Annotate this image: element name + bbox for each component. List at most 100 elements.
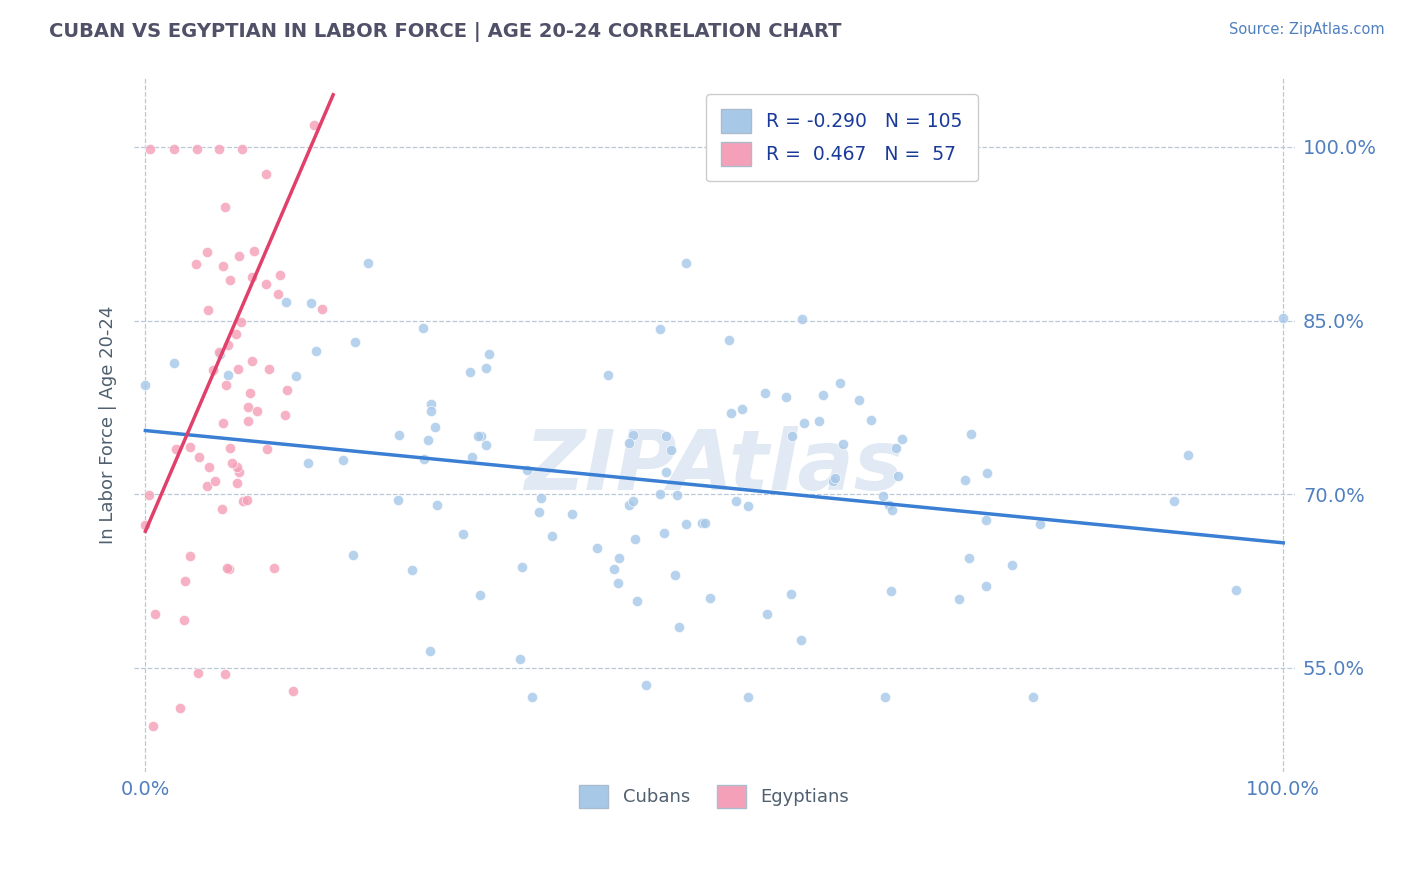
Point — [650, 487, 672, 501]
Point — [451, 526, 474, 541]
Point — [561, 507, 583, 521]
Point — [214, 666, 236, 681]
Point — [872, 489, 894, 503]
Point — [423, 420, 446, 434]
Point — [474, 360, 496, 375]
Point — [311, 302, 333, 317]
Point — [197, 303, 219, 318]
Point — [418, 433, 440, 447]
Point — [232, 494, 254, 508]
Point — [1163, 493, 1185, 508]
Point — [225, 327, 247, 342]
Point — [419, 643, 441, 657]
Point — [254, 168, 277, 182]
Point — [887, 469, 910, 483]
Point — [619, 498, 641, 512]
Point — [877, 499, 900, 513]
Point — [957, 551, 980, 566]
Point — [208, 347, 231, 361]
Point — [195, 245, 218, 260]
Point — [343, 334, 366, 349]
Point — [461, 450, 484, 464]
Point — [134, 378, 156, 392]
Point — [824, 471, 846, 485]
Point — [212, 260, 235, 274]
Point — [267, 287, 290, 301]
Point — [634, 678, 657, 692]
Point — [880, 583, 903, 598]
Point — [607, 550, 630, 565]
Text: ZIPAtlas: ZIPAtlas — [524, 426, 904, 507]
Point — [204, 474, 226, 488]
Point — [218, 562, 240, 576]
Point — [848, 392, 870, 407]
Point — [226, 362, 249, 376]
Point — [516, 463, 538, 477]
Point — [655, 428, 678, 442]
Point — [226, 475, 249, 490]
Point — [624, 533, 647, 547]
Point — [285, 368, 308, 383]
Point — [884, 442, 907, 456]
Point — [668, 620, 690, 634]
Point — [675, 517, 697, 532]
Point — [830, 376, 852, 390]
Point — [269, 268, 291, 282]
Point — [974, 579, 997, 593]
Point — [215, 378, 238, 392]
Point — [621, 428, 644, 442]
Point — [522, 690, 544, 704]
Point — [832, 436, 855, 450]
Point — [880, 503, 903, 517]
Point — [756, 607, 779, 621]
Point — [474, 437, 496, 451]
Point — [948, 592, 970, 607]
Point — [387, 492, 409, 507]
Point — [860, 413, 883, 427]
Point — [598, 368, 620, 382]
Point — [274, 408, 297, 422]
Point — [218, 273, 240, 287]
Point — [263, 561, 285, 575]
Point — [953, 473, 976, 487]
Point — [217, 338, 239, 352]
Point — [179, 440, 201, 454]
Point — [754, 386, 776, 401]
Point — [357, 255, 380, 269]
Point — [236, 414, 259, 428]
Point — [388, 428, 411, 442]
Point — [626, 594, 648, 608]
Point — [195, 479, 218, 493]
Point — [257, 361, 280, 376]
Point — [187, 665, 209, 680]
Point — [229, 315, 252, 329]
Point — [208, 344, 231, 359]
Point — [808, 414, 831, 428]
Point — [1022, 690, 1045, 704]
Point — [1000, 558, 1022, 572]
Point — [470, 429, 492, 443]
Point — [240, 270, 263, 285]
Point — [163, 356, 186, 370]
Point — [890, 432, 912, 446]
Point — [530, 491, 553, 506]
Point — [529, 505, 551, 519]
Point — [1225, 583, 1247, 598]
Point — [468, 588, 491, 602]
Point — [212, 416, 235, 430]
Point — [675, 255, 697, 269]
Point — [412, 321, 434, 335]
Point — [724, 494, 747, 508]
Point — [1177, 448, 1199, 462]
Point — [737, 500, 759, 514]
Point — [401, 563, 423, 577]
Point — [173, 613, 195, 627]
Point — [793, 416, 815, 430]
Point — [512, 560, 534, 574]
Point — [664, 568, 686, 582]
Point — [659, 443, 682, 458]
Point — [419, 397, 441, 411]
Point — [420, 404, 443, 418]
Point — [606, 576, 628, 591]
Point — [174, 574, 197, 588]
